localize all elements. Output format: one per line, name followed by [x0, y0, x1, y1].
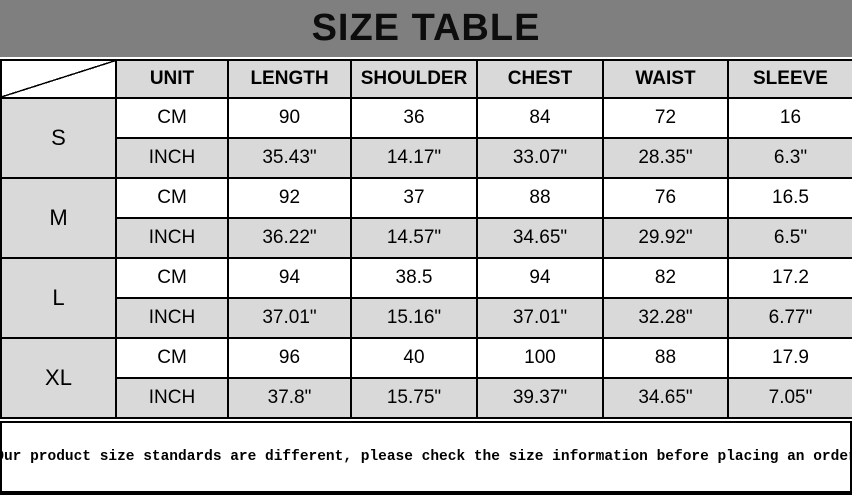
value-cell: 39.37": [476, 377, 604, 419]
value-cell: 6.77": [727, 297, 852, 339]
header-cell-waist: WAIST: [602, 59, 729, 99]
value-cell: 16: [727, 97, 852, 139]
value-cell: 29.92": [602, 217, 729, 259]
value-cell: 37: [350, 177, 478, 219]
header-cell-shoulder: SHOULDER: [350, 59, 478, 99]
value-cell: 36.22": [227, 217, 352, 259]
header-cell-chest: CHEST: [476, 59, 604, 99]
value-cell: 88: [602, 337, 729, 379]
header-cell-sleeve: SLEEVE: [727, 59, 852, 99]
header-cell-unit: UNIT: [115, 59, 229, 99]
table-row-xl-inch: INCH 37.8" 15.75" 39.37" 34.65" 7.05": [1, 377, 852, 419]
value-cell: 76: [602, 177, 729, 219]
value-cell: 96: [227, 337, 352, 379]
unit-cell: INCH: [115, 217, 229, 259]
value-cell: 14.57": [350, 217, 478, 259]
value-cell: 37.01": [227, 297, 352, 339]
value-cell: 82: [602, 257, 729, 299]
page-title: SIZE TABLE: [311, 7, 541, 49]
value-cell: 34.65": [476, 217, 604, 259]
size-label-xl: XL: [0, 337, 117, 419]
table-row-l-inch: INCH 37.01" 15.16" 37.01" 32.28" 6.77": [1, 297, 852, 339]
value-cell: 100: [476, 337, 604, 379]
unit-cell: CM: [115, 97, 229, 139]
table-row-l-cm: L CM 94 38.5 94 82 17.2: [0, 257, 852, 339]
value-cell: 34.65": [602, 377, 729, 419]
title-bar: SIZE TABLE: [0, 0, 852, 57]
table-row-s-inch: INCH 35.43" 14.17" 33.07" 28.35" 6.3": [1, 137, 852, 179]
unit-cell: CM: [115, 337, 229, 379]
value-cell: 36: [350, 97, 478, 139]
value-cell: 7.05": [727, 377, 852, 419]
size-disclaimer-text: Our product size standards are different…: [0, 449, 852, 465]
value-cell: 32.28": [602, 297, 729, 339]
value-cell: 16.5: [727, 177, 852, 219]
unit-cell: CM: [115, 177, 229, 219]
value-cell: 15.16": [350, 297, 478, 339]
value-cell: 17.2: [727, 257, 852, 299]
value-cell: 6.3": [727, 137, 852, 179]
value-cell: 90: [227, 97, 352, 139]
value-cell: 92: [227, 177, 352, 219]
unit-cell: INCH: [115, 297, 229, 339]
value-cell: 37.8": [227, 377, 352, 419]
note-box: Our product size standards are different…: [0, 421, 852, 495]
table-row-m-inch: INCH 36.22" 14.57" 34.65" 29.92" 6.5": [1, 217, 852, 259]
size-table: UNIT LENGTH SHOULDER CHEST WAIST SLEEVE …: [0, 59, 852, 419]
table-row-s-cm: S CM 90 36 84 72 16: [0, 97, 852, 179]
value-cell: 94: [476, 257, 604, 299]
table-row-m-cm: M CM 92 37 88 76 16.5: [0, 177, 852, 259]
unit-cell: INCH: [115, 377, 229, 419]
value-cell: 35.43": [227, 137, 352, 179]
value-cell: 38.5: [350, 257, 478, 299]
value-cell: 17.9: [727, 337, 852, 379]
value-cell: 15.75": [350, 377, 478, 419]
diagonal-corner-cell: [0, 59, 117, 99]
size-label-l: L: [0, 257, 117, 339]
value-cell: 28.35": [602, 137, 729, 179]
value-cell: 88: [476, 177, 604, 219]
value-cell: 37.01": [476, 297, 604, 339]
value-cell: 84: [476, 97, 604, 139]
value-cell: 72: [602, 97, 729, 139]
value-cell: 6.5": [727, 217, 852, 259]
size-label-s: S: [0, 97, 117, 179]
value-cell: 40: [350, 337, 478, 379]
unit-cell: INCH: [115, 137, 229, 179]
table-row-xl-cm: XL CM 96 40 100 88 17.9: [0, 337, 852, 419]
unit-cell: CM: [115, 257, 229, 299]
value-cell: 94: [227, 257, 352, 299]
value-cell: 14.17": [350, 137, 478, 179]
header-row: UNIT LENGTH SHOULDER CHEST WAIST SLEEVE: [0, 59, 852, 99]
value-cell: 33.07": [476, 137, 604, 179]
size-label-m: M: [0, 177, 117, 259]
header-cell-length: LENGTH: [227, 59, 352, 99]
